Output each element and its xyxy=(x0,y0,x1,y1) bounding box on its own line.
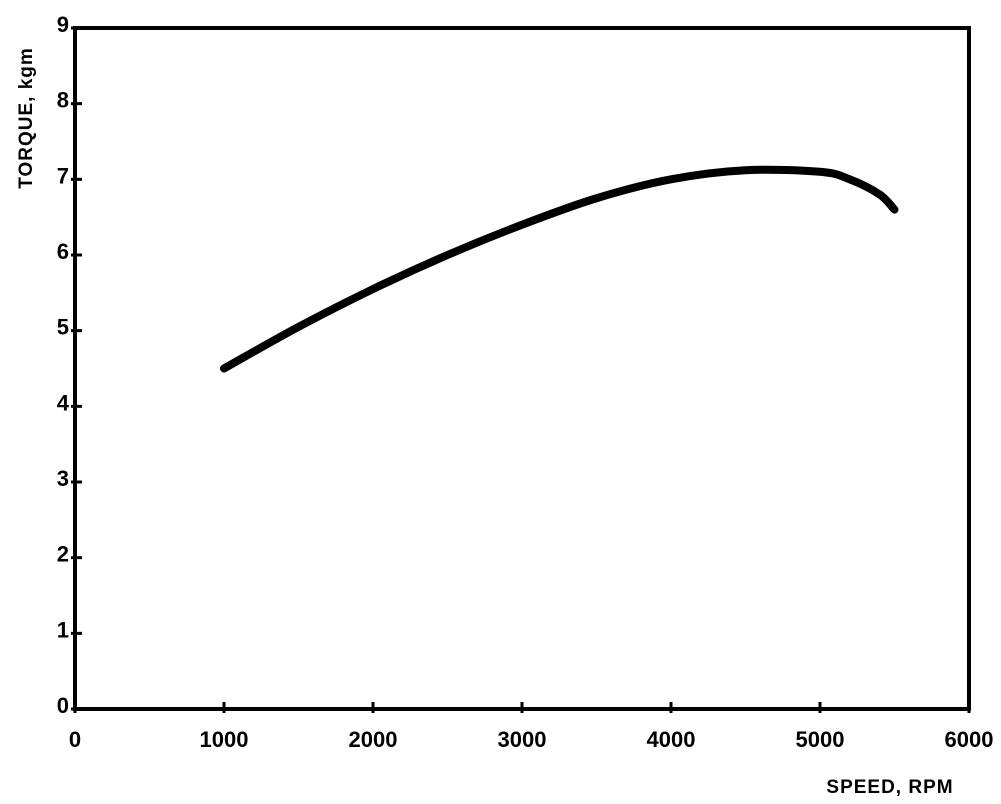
x-tick-label: 0 xyxy=(69,727,81,752)
x-tick-label: 4000 xyxy=(647,727,696,752)
y-tick-label: 0 xyxy=(57,693,69,718)
y-tick-label: 6 xyxy=(57,239,69,264)
y-tick-label: 4 xyxy=(57,390,70,415)
y-axis-label: TORQUE, kgm xyxy=(16,47,37,189)
x-tick-label: 6000 xyxy=(945,727,994,752)
y-tick-label: 5 xyxy=(57,315,69,340)
x-tick-label: 1000 xyxy=(200,727,249,752)
y-tick-label: 1 xyxy=(57,617,69,642)
x-tick-label: 3000 xyxy=(498,727,547,752)
torque-curve xyxy=(220,165,899,373)
series-layer xyxy=(220,165,899,373)
y-tick-label: 9 xyxy=(57,12,69,37)
y-axis-ticks: 0 1 2 3 4 5 6 7 8 9 xyxy=(57,12,82,718)
y-tick-label: 2 xyxy=(57,542,69,567)
x-axis-label: SPEED, RPM xyxy=(826,777,953,798)
plot-frame xyxy=(73,26,971,711)
plot-border xyxy=(73,26,971,711)
x-tick-label: 2000 xyxy=(349,727,398,752)
y-tick-label: 8 xyxy=(57,88,69,113)
x-axis-ticks: 0 1000 2000 3000 4000 5000 6000 xyxy=(69,702,994,752)
y-tick-label: 3 xyxy=(57,466,69,491)
y-tick-label: 7 xyxy=(57,163,69,188)
x-tick-label: 5000 xyxy=(796,727,845,752)
